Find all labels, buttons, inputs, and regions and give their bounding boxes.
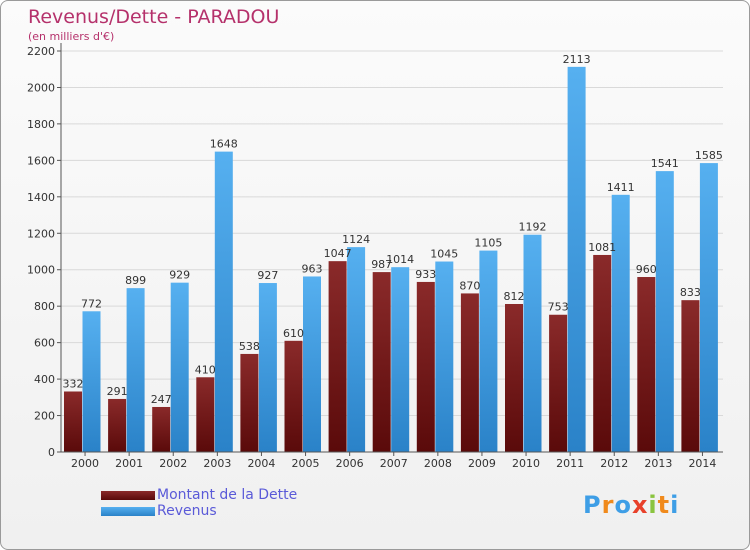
proxiti-logo: Proxiti [583,491,680,519]
bar-revenus [303,276,321,452]
x-tick-label: 2013 [644,457,672,470]
bar-revenus [258,283,277,452]
data-label: 1047 [324,247,352,260]
x-tick-label: 2007 [380,457,408,470]
y-tick-label: 1800 [27,118,55,131]
bar-revenus [699,163,718,453]
data-label: 1585 [695,149,723,162]
bar-dette [593,254,612,452]
data-label: 1105 [474,237,502,250]
y-tick-label: 600 [34,337,55,350]
data-label: 1192 [519,221,547,234]
data-label: 610 [283,327,304,340]
y-tick-label: 200 [34,410,55,423]
bar-dette [328,261,347,452]
bar-revenus [214,151,233,452]
bar-dette [681,300,700,452]
legend-item-debt: Montant de la Dette [101,487,297,503]
data-label: 1014 [386,253,414,266]
data-label: 963 [302,262,323,275]
y-tick-label: 0 [48,446,55,459]
chart-title: Revenus/Dette - PARADOU [28,6,280,28]
bar-revenus [126,288,145,452]
bar-dette [372,272,391,452]
x-tick-label: 2014 [688,457,716,470]
data-label: 1045 [430,248,458,261]
x-tick-label: 2005 [292,457,320,470]
data-label: 772 [81,297,102,310]
legend: Montant de la Dette Revenus [101,487,297,519]
bar-revenus [391,267,410,452]
bar-dette [549,314,568,452]
data-label: 1081 [588,241,616,254]
data-label: 987 [371,258,392,271]
x-tick-label: 2000 [71,457,99,470]
data-label: 1541 [651,157,679,170]
bar-dette [240,353,259,452]
data-label: 1648 [210,138,238,151]
bar-revenus [567,66,586,452]
x-tick-label: 2004 [247,457,275,470]
y-tick-label: 1000 [27,264,55,277]
bar-dette [64,391,82,452]
y-tick-label: 800 [34,300,55,313]
legend-item-revenus: Revenus [101,503,297,519]
data-label: 1124 [342,233,370,246]
legend-swatch-debt [101,490,155,500]
data-label: 538 [239,340,260,353]
data-label: 833 [680,286,701,299]
x-tick-label: 2011 [556,457,584,470]
bar-dette [284,340,303,452]
y-tick-label: 400 [34,373,55,386]
legend-swatch-revenus [101,506,155,516]
data-label: 899 [125,274,146,287]
x-tick-label: 2006 [336,457,364,470]
data-label: 247 [151,393,172,406]
bar-dette [196,377,215,452]
data-label: 933 [415,268,436,281]
data-label: 870 [459,279,480,292]
bar-revenus [82,311,101,452]
data-label: 332 [63,377,84,390]
y-tick-label: 2200 [27,45,55,58]
x-tick-label: 2010 [512,457,540,470]
data-label: 291 [107,385,128,398]
data-label: 960 [636,263,657,276]
y-tick-label: 1600 [27,154,55,167]
data-label: 753 [548,301,569,314]
bar-revenus [479,250,498,452]
bar-revenus [611,194,630,453]
x-tick-label: 2009 [468,457,496,470]
bar-dette [108,398,127,452]
data-label: 812 [504,290,525,303]
y-tick-label: 1200 [27,227,55,240]
bar-revenus [347,247,366,452]
data-label: 1411 [607,181,635,194]
y-tick-label: 2000 [27,81,55,94]
bar-dette [416,281,435,452]
x-tick-label: 2008 [424,457,452,470]
bar-dette [505,303,523,452]
bar-dette [637,277,656,452]
bar-dette [152,406,171,452]
bar-revenus [655,171,674,452]
x-tick-label: 2001 [115,457,143,470]
x-tick-label: 2012 [600,457,628,470]
data-label: 929 [169,269,190,282]
data-label: 410 [195,363,216,376]
bar-revenus [435,261,454,452]
bar-revenus [523,234,542,452]
data-label: 2113 [563,53,591,66]
legend-label-debt: Montant de la Dette [157,487,298,503]
x-tick-label: 2003 [203,457,231,470]
data-label: 927 [257,269,278,282]
legend-label-revenus: Revenus [157,503,217,519]
y-tick-label: 1400 [27,191,55,204]
bar-revenus [170,282,189,452]
x-tick-label: 2002 [159,457,187,470]
chart-subtitle: (en milliers d'€) [28,30,115,43]
bar-dette [460,293,479,452]
